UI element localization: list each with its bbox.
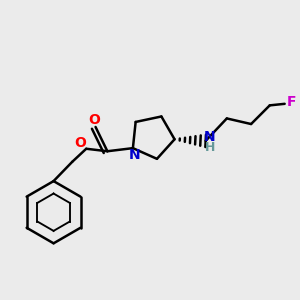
Text: N: N: [204, 130, 215, 144]
Text: F: F: [287, 95, 296, 109]
Text: O: O: [88, 113, 100, 127]
Text: N: N: [129, 148, 141, 162]
Text: H: H: [205, 141, 215, 154]
Text: O: O: [75, 136, 87, 150]
